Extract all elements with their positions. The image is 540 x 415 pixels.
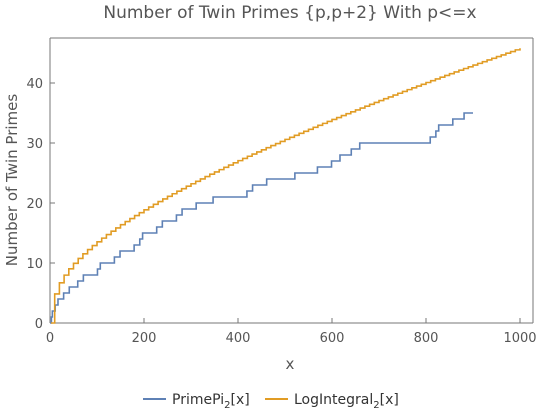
x-tick-label: 400	[226, 331, 251, 346]
legend: PrimePi2[x] LogIntegral2[x]	[143, 392, 399, 411]
x-tick-label: 1000	[503, 331, 536, 346]
x-axis-ticks: 0 200 400 600 800 1000	[46, 318, 537, 346]
x-tick-label: 600	[320, 331, 345, 346]
legend-label-logintegral2-suffix: [x]	[380, 392, 399, 408]
series-line-primepi2	[50, 112, 473, 324]
y-tick-label: 10	[26, 257, 43, 272]
chart-title: Number of Twin Primes {p,p+2} With p<=x	[103, 3, 476, 23]
y-tick-label: 30	[26, 137, 43, 152]
legend-label-logintegral2: LogIntegral2[x]	[294, 392, 399, 411]
legend-label-primepi2: PrimePi2[x]	[172, 392, 250, 411]
x-tick-label: 800	[414, 331, 439, 346]
y-tick-label: 0	[35, 317, 43, 332]
series-layer	[50, 48, 521, 324]
x-axis-label: x	[286, 355, 295, 373]
y-tick-label: 20	[26, 197, 43, 212]
y-tick-label: 40	[26, 77, 43, 92]
y-axis-label: Number of Twin Primes	[3, 94, 21, 267]
series-line-logintegral2	[50, 48, 521, 324]
x-tick-label: 200	[132, 331, 157, 346]
legend-label-primepi2-sub: 2	[224, 400, 230, 411]
legend-label-primepi2-suffix: [x]	[231, 392, 250, 408]
legend-label-logintegral2-base: LogIntegral	[294, 392, 373, 408]
x-tick-label: 0	[46, 331, 54, 346]
y-axis-ticks: 0 10 20 30 40	[26, 77, 55, 332]
legend-label-primepi2-base: PrimePi	[172, 392, 224, 408]
plot-frame	[49, 37, 534, 324]
legend-label-logintegral2-sub: 2	[373, 400, 379, 411]
